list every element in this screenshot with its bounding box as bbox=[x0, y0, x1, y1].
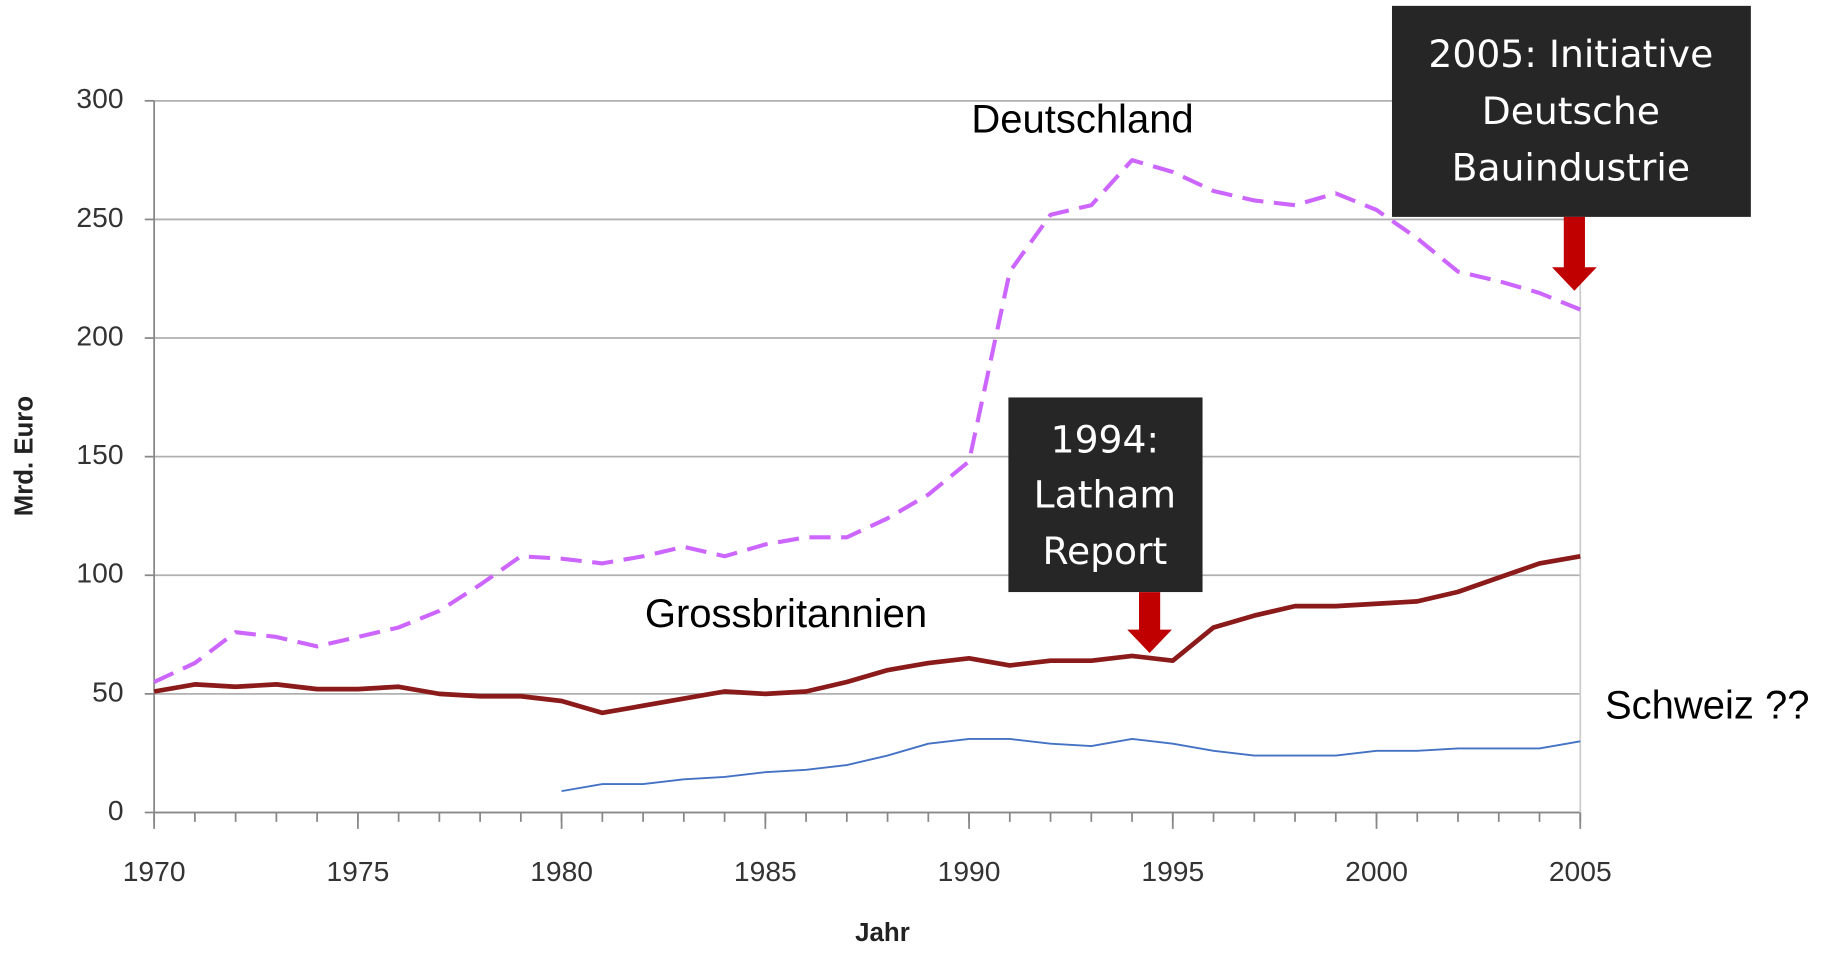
x-tick-label: 1980 bbox=[530, 855, 593, 887]
x-tick-label: 2005 bbox=[1549, 855, 1612, 887]
plot-area: 0 50 100 150 200 250 300 1970 1975 1980 1985 1990 19… bbox=[76, 82, 1611, 887]
annotation-text: Report bbox=[1042, 529, 1167, 573]
x-axis-label: Jahr bbox=[855, 919, 910, 947]
series-label: Grossbritannien bbox=[645, 592, 927, 636]
series-line bbox=[153, 158, 1582, 684]
y-tick-label: 0 bbox=[108, 794, 124, 826]
annotation-text: Latham bbox=[1034, 473, 1176, 517]
arrow bbox=[1127, 592, 1172, 654]
annotation-text: Deutsche bbox=[1482, 89, 1660, 133]
annotation-box bbox=[1008, 397, 1203, 593]
x-tick-label: 2000 bbox=[1345, 855, 1408, 887]
annotation-box bbox=[1391, 5, 1751, 217]
series-label: Schweiz ?? bbox=[1605, 684, 1810, 728]
y-tick-label: 150 bbox=[76, 438, 123, 470]
x-tick-label: 1990 bbox=[938, 855, 1001, 887]
annotation-text: 1994: bbox=[1051, 418, 1159, 462]
y-tick-label: 200 bbox=[76, 320, 123, 352]
annotation-text: 2005: Initiative bbox=[1428, 32, 1713, 76]
x-tick-label: 1995 bbox=[1141, 855, 1204, 887]
y-tick-label: 300 bbox=[76, 82, 123, 114]
series-line bbox=[561, 738, 1581, 793]
y-tick-label: 50 bbox=[92, 675, 123, 707]
series-line bbox=[153, 553, 1581, 716]
series-label: Deutschland bbox=[971, 98, 1193, 142]
y-tick-label: 100 bbox=[76, 557, 123, 589]
y-tick-label: 250 bbox=[76, 201, 123, 233]
x-tick-label: 1985 bbox=[734, 855, 797, 887]
x-tick-label: 1975 bbox=[326, 855, 389, 887]
annotation-text: Bauindustrie bbox=[1452, 146, 1690, 190]
arrow bbox=[1552, 216, 1597, 291]
x-tick-label: 1970 bbox=[123, 855, 186, 887]
y-axis-label: Mrd. Euro bbox=[11, 396, 39, 516]
